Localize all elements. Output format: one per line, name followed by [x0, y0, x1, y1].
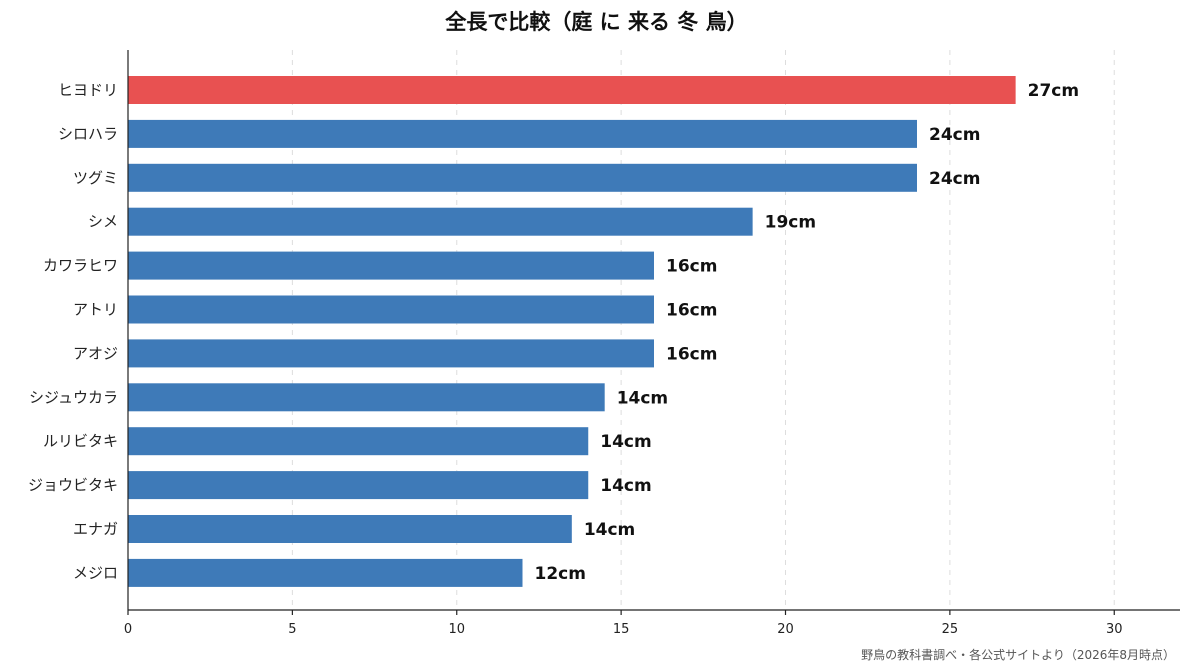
bar-0 [128, 76, 1016, 104]
x-tick-label-3: 15 [613, 622, 630, 637]
bar-10 [128, 515, 572, 543]
data-label-1: 24cm [929, 125, 980, 145]
data-label-8: 14cm [600, 432, 651, 452]
category-label-0: ヒヨドリ [58, 81, 118, 99]
category-label-7: シジュウカラ [29, 388, 118, 406]
category-label-10: エナガ [73, 520, 118, 538]
category-label-1: シロハラ [58, 125, 118, 143]
data-label-9: 14cm [600, 476, 651, 496]
axis-layer: 0 5 10 15 20 25 30 [124, 50, 1180, 637]
category-label-8: ルリビタキ [43, 432, 118, 450]
category-label-11: メジロ [73, 564, 118, 582]
bar-1 [128, 119, 917, 148]
bar-11 [128, 558, 523, 587]
bar-9 [128, 471, 589, 500]
x-tick-label-5: 25 [942, 622, 959, 637]
data-label-6: 16cm [666, 344, 717, 364]
data-label-10: 14cm [584, 520, 635, 540]
category-label-3: シメ [88, 213, 118, 231]
data-label-2: 24cm [929, 169, 980, 189]
chart-title: 全長で比較（庭 に 来る 冬 鳥） [445, 10, 748, 34]
data-label-11: 12cm [535, 564, 586, 584]
bar-7 [128, 383, 605, 412]
bar-4 [128, 251, 654, 280]
data-label-5: 16cm [666, 301, 717, 321]
data-label-4: 16cm [666, 257, 717, 277]
category-label-9: ジョウビタキ [28, 476, 118, 494]
category-label-2: ツグミ [73, 169, 118, 187]
x-tick-label-6: 30 [1106, 622, 1123, 637]
x-tick-label-0: 0 [124, 622, 132, 637]
bar-2 [128, 163, 917, 192]
bar-layer [128, 76, 1016, 587]
source-note: 野鳥の教科書調べ・各公式サイトより（2026年8月時点） [861, 648, 1175, 662]
data-label-3: 19cm [765, 213, 816, 233]
category-label-6: アオジ [73, 344, 118, 362]
x-tick-label-2: 10 [448, 622, 465, 637]
x-tick-label-1: 5 [288, 622, 296, 637]
bar-3 [128, 207, 753, 236]
label-layer: ヒヨドリ 27cm シロハラ 24cm ツグミ 24cm シメ 19cm カワラヒワ 16cm アト… [28, 81, 1079, 584]
data-label-0: 27cm [1028, 81, 1079, 101]
bar-8 [128, 427, 589, 456]
x-tick-label-4: 20 [777, 622, 794, 637]
category-label-4: カワラヒワ [43, 257, 118, 275]
category-label-5: アトリ [73, 301, 118, 319]
bar-5 [128, 295, 654, 324]
bar-6 [128, 339, 654, 368]
data-label-7: 14cm [617, 388, 668, 408]
